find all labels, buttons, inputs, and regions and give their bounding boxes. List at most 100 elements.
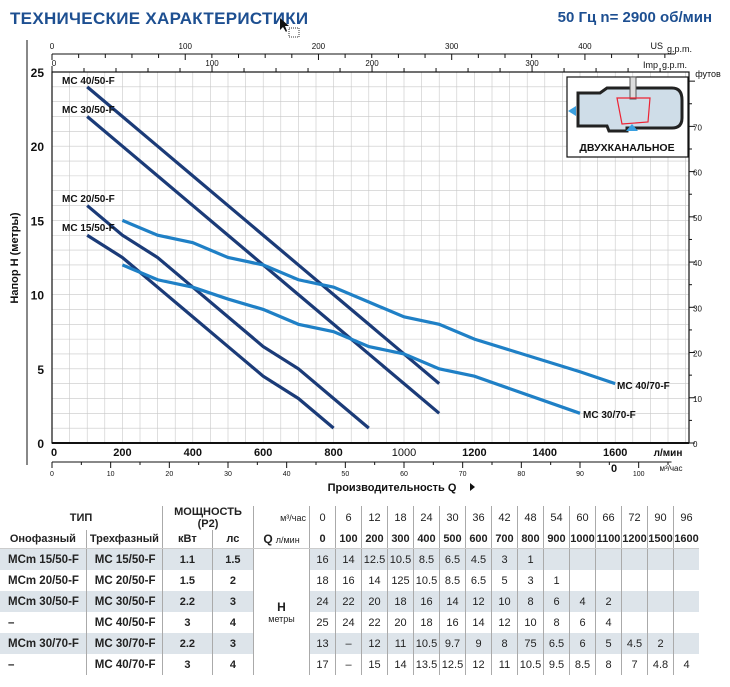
head-value: 9 xyxy=(465,633,492,654)
three-phase-model: MC 30/70-F xyxy=(85,633,163,654)
curve-label: MC 15/50-F xyxy=(62,223,115,234)
x-tick-label: 400 xyxy=(184,447,202,459)
m3h-tick-label: 0 xyxy=(50,471,54,478)
head-value: 4 xyxy=(673,654,699,675)
head-value: 12 xyxy=(361,633,388,654)
table-row: MCm 30/70-F MC 30/70-F 2.2 3 13–12 11 10.5 9.7 9… xyxy=(0,633,699,654)
head-value: – xyxy=(335,633,362,654)
pump-housing-icon xyxy=(576,86,684,133)
single-phase-header: Онофазный xyxy=(0,530,87,549)
table-header-row-2: Онофазный Трехфазный кВт лс Q л/мин 0 100 200 30… xyxy=(0,530,699,549)
head-value xyxy=(647,548,674,570)
head-value: 14 xyxy=(465,612,492,633)
head-value: 4.8 xyxy=(647,654,674,675)
us-gpm-tick-label: 300 xyxy=(445,42,459,51)
power-kw: 1.5 xyxy=(162,570,213,591)
three-phase-model: MC 20/50-F xyxy=(85,570,163,591)
frequency-speed-label: 50 Гц n= 2900 об/мин xyxy=(557,9,712,26)
m3h-unit: м³/час xyxy=(659,464,682,473)
head-value: 20 xyxy=(387,612,414,633)
m3h-value: 36 xyxy=(465,506,492,530)
lmin-value: 500 xyxy=(439,530,466,549)
head-value: – xyxy=(335,654,362,675)
feet-unit: футов xyxy=(695,69,721,79)
m3h-value: 30 xyxy=(439,506,466,530)
feet-tick-label: 60 xyxy=(693,169,702,178)
head-value: 16 xyxy=(335,570,362,591)
curve-mc-15-50-f xyxy=(86,233,335,430)
m3h-value: 42 xyxy=(491,506,518,530)
curve-label: MC 20/50-F xyxy=(62,194,115,205)
single-phase-model: – xyxy=(8,616,15,629)
single-phase-model: MCm 30/70-F xyxy=(0,633,87,654)
feet-tick-label: 40 xyxy=(693,259,702,268)
head-value xyxy=(569,548,596,570)
spec-table: ТИП МОЩНОСТЬ (P2) м³/час 0 6 12 18 24 30 36 42 48 54… xyxy=(0,506,699,675)
head-value: 10.5 xyxy=(413,570,440,591)
single-phase-model: MCm 30/50-F xyxy=(0,591,87,612)
head-value: 11 xyxy=(491,654,518,675)
curve-mc-40-50-f xyxy=(86,85,441,385)
power-hp: 3 xyxy=(211,591,254,612)
head-value: 2 xyxy=(595,591,622,612)
head-value xyxy=(595,548,622,570)
head-value: 15 xyxy=(361,654,388,675)
x-tick-label: 0 xyxy=(51,447,57,459)
head-value: 12.5 xyxy=(439,654,466,675)
lmin-value: 800 xyxy=(517,530,544,549)
lmin-value: 1500 xyxy=(647,530,674,549)
m3h-header: м³/час xyxy=(253,506,310,530)
power-kw: 3 xyxy=(162,612,213,633)
m3h-tick-label: 50 xyxy=(341,471,349,478)
power-kw: 3 xyxy=(162,654,213,675)
lmin-value: 900 xyxy=(543,530,570,549)
head-value xyxy=(621,570,648,591)
head-value: 10.5 xyxy=(387,548,414,570)
head-value: 12 xyxy=(491,612,518,633)
x-tick-label: 1400 xyxy=(533,447,557,459)
power-hp: 3 xyxy=(211,633,254,654)
lmin-value: 100 xyxy=(335,530,362,549)
inset-label: ДВУХКАНАЛЬНОЕ xyxy=(579,142,674,154)
m3h-value: 0 xyxy=(309,506,336,530)
performance-chart: 0 100 200 300 400 US g.p.m.0 100 200 300 Imp g.p.m.… xyxy=(9,40,721,494)
head-value xyxy=(647,612,674,633)
lmin-value: 0 xyxy=(309,530,336,549)
head-value xyxy=(621,591,648,612)
feet-tick-label: 20 xyxy=(693,350,702,359)
head-value: 6 xyxy=(569,612,596,633)
metres-label: метры xyxy=(268,614,295,624)
feet-tick-label: 10 xyxy=(693,395,702,404)
arrow-right-icon xyxy=(470,483,475,491)
head-value: 16 xyxy=(439,612,466,633)
x-tick-label: 1000 xyxy=(392,447,416,459)
head-value xyxy=(595,570,622,591)
m3h-value: 90 xyxy=(647,506,674,530)
head-value: 14 xyxy=(439,591,466,612)
head-value: 16 xyxy=(309,548,336,570)
y-tick-label: 25 xyxy=(31,66,45,80)
x-tick-label: 1600 xyxy=(603,447,627,459)
head-value: 17 xyxy=(309,654,336,675)
head-value: 4.5 xyxy=(621,633,648,654)
three-phase-model: MC 15/50-F xyxy=(85,548,163,570)
head-value: 75 xyxy=(517,633,544,654)
type-header: ТИП xyxy=(69,512,93,524)
us-gpm-unit: g.p.m. xyxy=(667,44,692,54)
single-phase-model: MCm 15/50-F xyxy=(0,548,87,570)
curve-mc-20-50-f xyxy=(86,204,370,430)
q-lmin-header: Q л/мин xyxy=(253,530,310,549)
head-value: 6.5 xyxy=(439,548,466,570)
us-gpm-tick-label: 200 xyxy=(312,42,326,51)
head-value: 10.5 xyxy=(413,633,440,654)
head-value: 18 xyxy=(387,591,414,612)
head-value: 10.5 xyxy=(517,654,544,675)
head-value: 8.5 xyxy=(413,548,440,570)
lmin-value: 200 xyxy=(361,530,388,549)
power-kw: 2.2 xyxy=(162,633,213,654)
y-tick-label: 10 xyxy=(31,289,45,303)
lmin-value: 1200 xyxy=(621,530,648,549)
head-value: 24 xyxy=(309,591,336,612)
